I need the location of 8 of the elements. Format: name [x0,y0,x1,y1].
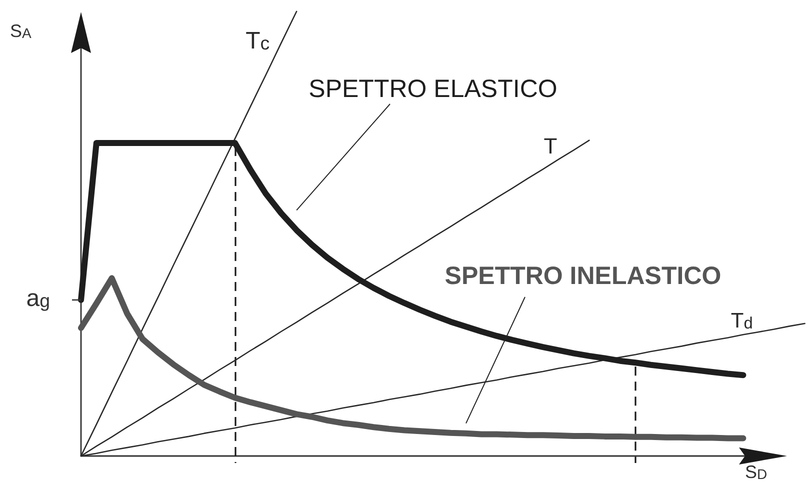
text: SPETTRO INELASTICO [444,262,722,290]
text: ag [26,284,50,312]
series-label: T [544,133,558,158]
x-axis-title: SD [745,462,768,482]
series-label: Tc [246,27,270,54]
series-label: Td [730,310,753,333]
text: SPETTRO ELASTICO [308,75,558,103]
y-axis-title: SA [10,21,32,41]
